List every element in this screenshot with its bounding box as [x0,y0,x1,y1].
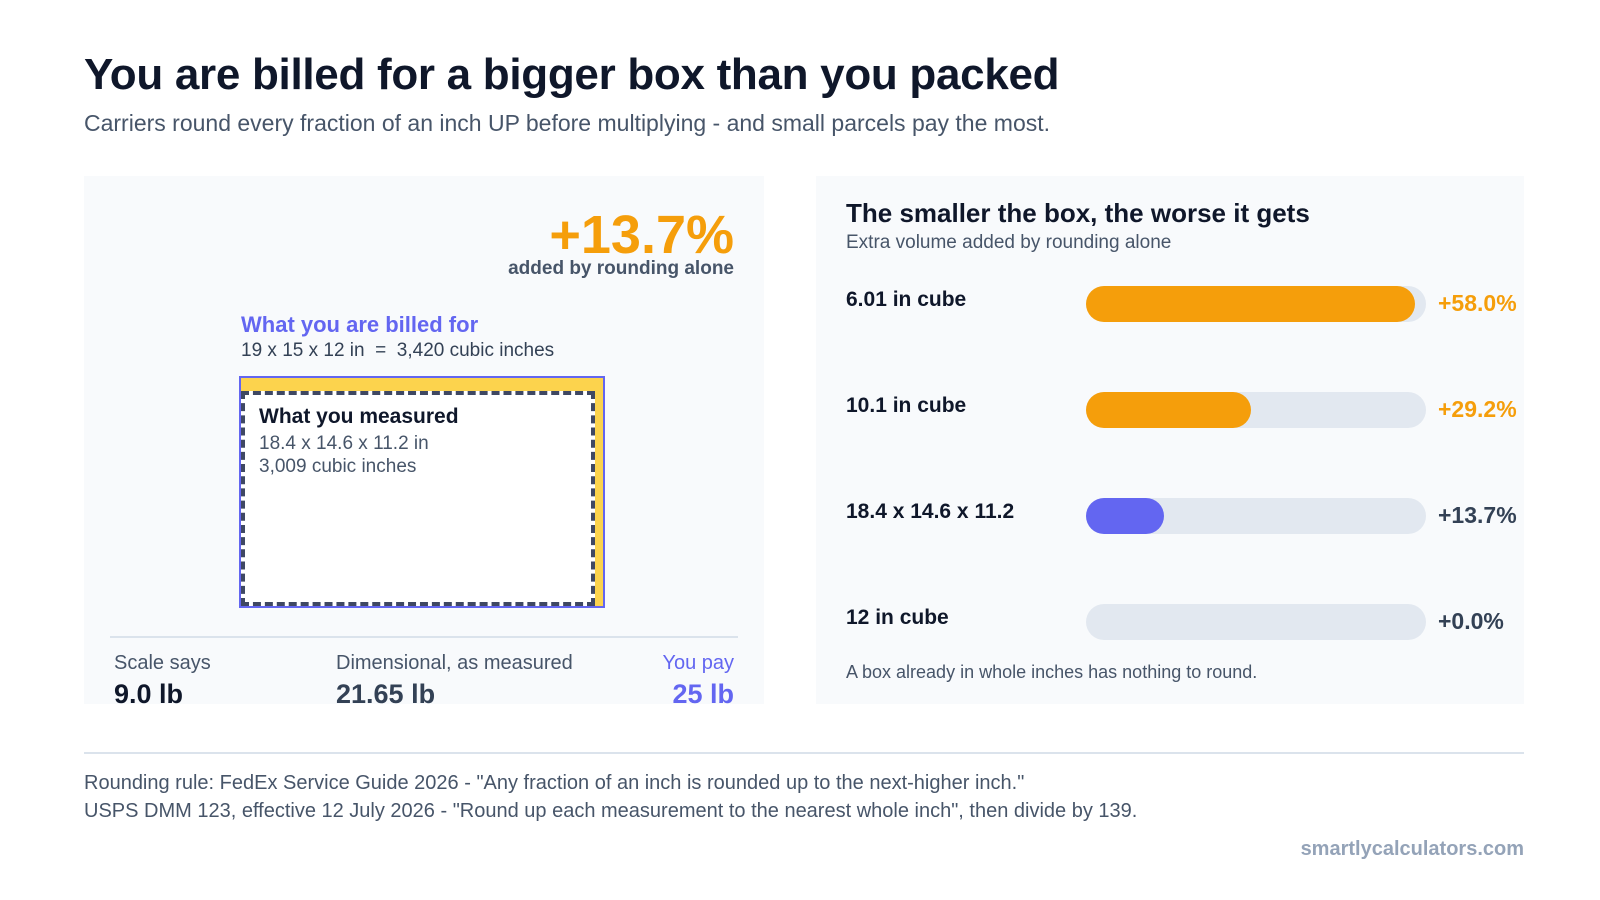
stat-scale-value: 9.0 lb [114,679,184,709]
stat-billed-label: You pay [662,652,734,674]
bar-label: 10.1 in cube [846,394,967,417]
headline-percent-label: added by rounding alone [508,258,734,279]
billed-box-dimensions: 19 x 15 x 12 in = 3,420 cubic inches [241,340,555,361]
stat-dimensional-label: Dimensional, as measured [336,652,573,674]
bar [1086,286,1415,322]
stat-dimensional-weight: Dimensional, as measured 21.65 lb [336,652,573,710]
page-subtitle: Carriers round every fraction of an inch… [84,110,1051,136]
measured-box-dimensions: 18.4 x 14.6 x 11.2 in [259,433,429,454]
footer-source-usps: USPS DMM 123, effective 12 July 2026 - "… [84,800,1138,822]
stat-billed-weight: You pay 25 lb [662,652,734,710]
chart-note: A box already in whole inches has nothin… [846,662,1258,682]
bar-value-label: +0.0% [1438,608,1504,634]
chart-title: The smaller the box, the worse it gets [846,198,1310,228]
bar-value-label: +58.0% [1438,290,1517,316]
stat-scale-weight: Scale says 9.0 lb [114,652,211,710]
billed-box-title: What you are billed for [241,312,479,337]
bar-value-label: +13.7% [1438,502,1517,528]
bar-label: 6.01 in cube [846,288,967,311]
stat-billed-value: 25 lb [672,679,734,709]
bar-value-label: +29.2% [1438,396,1517,422]
headline-percent: +13.7% [549,205,734,265]
bar-label: 18.4 x 14.6 x 11.2 [846,500,1015,523]
stats-divider [110,636,738,638]
bar-label: 12 in cube [846,606,949,629]
box-comparison-panel: +13.7% added by rounding alone What you … [84,176,764,709]
stat-dimensional-value: 21.65 lb [336,679,436,709]
measured-box-shape: What you measured 18.4 x 14.6 x 11.2 in … [241,391,595,606]
footer-divider [84,752,1524,754]
page-title: You are billed for a bigger box than you… [84,50,1060,99]
measured-box-title: What you measured [259,405,459,428]
bar-track [1086,604,1426,640]
bar [1086,392,1252,428]
rounding-bar-chart: The smaller the box, the worse it gets E… [816,176,1524,704]
footer-source-fedex: Rounding rule: FedEx Service Guide 2026 … [84,772,1025,794]
measured-box-volume: 3,009 cubic inches [259,456,417,477]
bar [1086,498,1164,534]
brand-link[interactable]: smartlycalculators.com [1300,838,1524,860]
stat-scale-label: Scale says [114,652,211,674]
chart-subtitle: Extra volume added by rounding alone [846,232,1172,253]
